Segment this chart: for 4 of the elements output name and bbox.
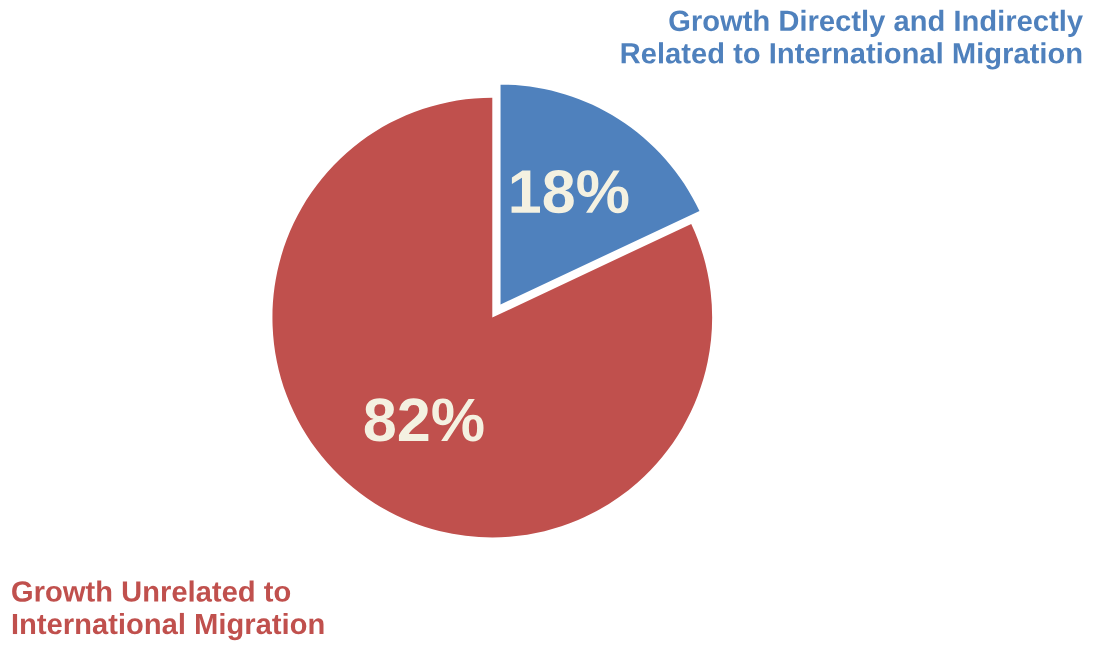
slice-label: Growth Unrelated to International Migration — [12, 580, 324, 641]
data-label: 82% — [364, 398, 484, 442]
slice-label: Growth Directly and Indirectly Related to International Migration — [621, 9, 1083, 70]
data-label: 18% — [511, 169, 629, 214]
